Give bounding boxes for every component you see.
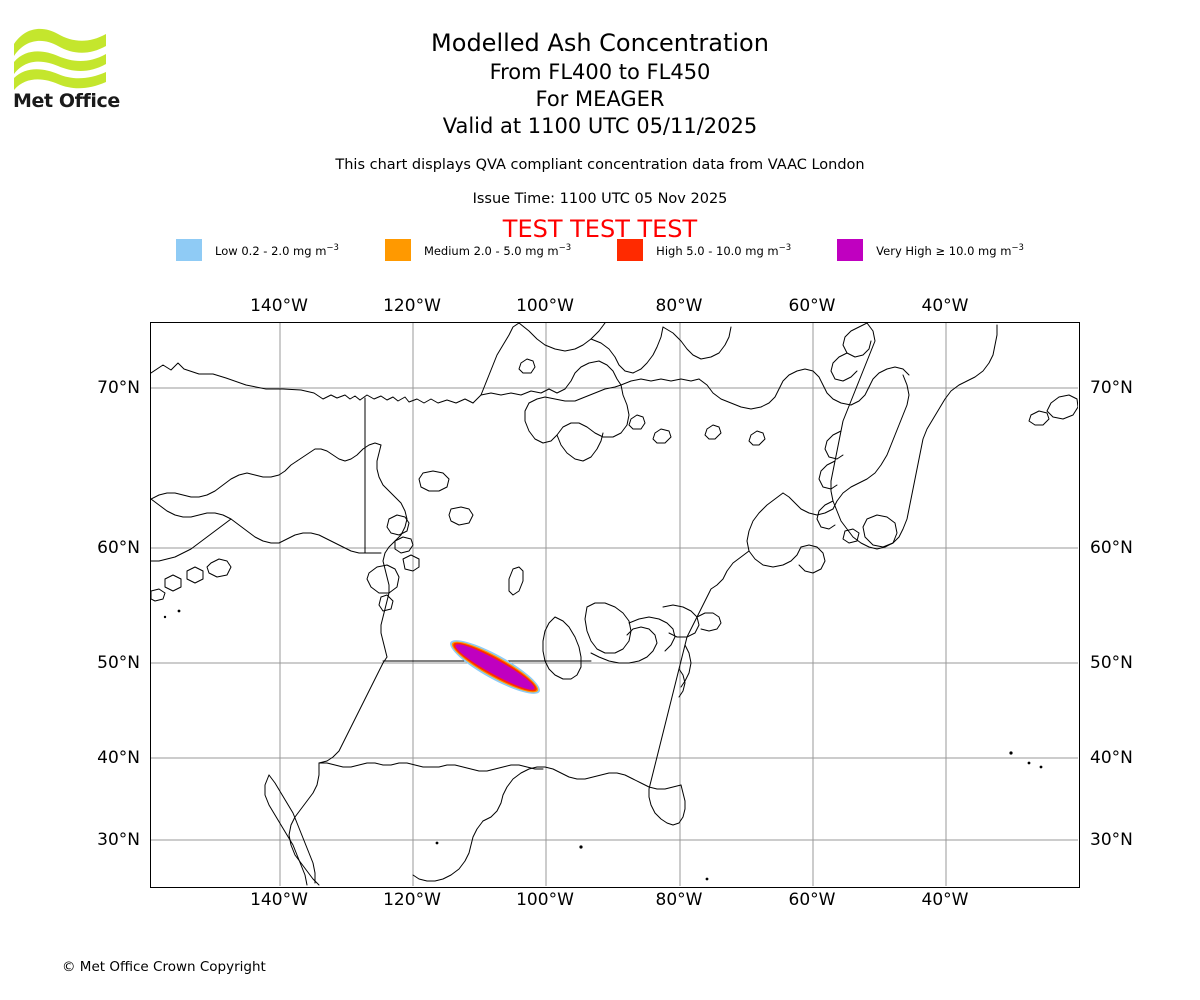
lon-tick-top--80: 80°W: [655, 296, 703, 316]
lon-tick-top--40: 40°W: [921, 296, 969, 316]
legend-label-medium: Medium 2.0 - 5.0 mg m−3: [423, 242, 572, 258]
lat-tick-right-30: 30°N: [1090, 830, 1133, 850]
legend-exponent-high: −3: [778, 242, 792, 253]
lat-tick-left-70: 70°N: [97, 378, 140, 398]
issue-time: Issue Time: 1100 UTC 05 Nov 2025: [472, 191, 728, 207]
lon-tick-bottom--120: 120°W: [383, 890, 441, 910]
legend-swatch-low: [176, 239, 203, 261]
map-canvas: [151, 323, 1078, 886]
legend-item-medium: Medium 2.0 - 5.0 mg m−3: [384, 239, 617, 261]
met-office-wordmark: Met Office: [13, 90, 120, 112]
lon-tick-top--60: 60°W: [788, 296, 836, 316]
lon-tick-top--140: 140°W: [250, 296, 308, 316]
legend-exponent-low: −3: [326, 242, 339, 253]
title-flight-levels: From FL400 to FL450: [489, 60, 711, 84]
legend-label-low: Low 0.2 - 2.0 mg m−3: [215, 242, 339, 258]
title-block: Modelled Ash Concentration From FL400 to…: [0, 28, 1200, 140]
lon-tick-bottom--40: 40°W: [921, 890, 969, 910]
coastlines: [151, 323, 1078, 886]
legend-label-very-high: Very High ≥ 10.0 mg m−3: [876, 242, 1024, 258]
lon-tick-bottom--80: 80°W: [655, 890, 703, 910]
lat-tick-left-40: 40°N: [97, 748, 140, 768]
ash-plume: [450, 640, 540, 694]
legend-item-very-high: Very High ≥ 10.0 mg m−3: [837, 239, 1024, 261]
graticule-grid: [151, 323, 1078, 886]
lat-tick-right-50: 50°N: [1090, 653, 1133, 673]
copyright-notice: © Met Office Crown Copyright: [62, 959, 266, 975]
lon-tick-top--120: 120°W: [383, 296, 441, 316]
title-volcano: For MEAGER: [535, 87, 665, 111]
lon-tick-top--100: 100°W: [516, 296, 574, 316]
lon-tick-bottom--60: 60°W: [788, 890, 836, 910]
lat-tick-right-70: 70°N: [1090, 378, 1133, 398]
chart-description: This chart displays QVA compliant concen…: [335, 157, 865, 173]
legend-swatch-high: [617, 239, 644, 261]
test-banner: TEST TEST TEST: [502, 215, 698, 243]
met-office-logo: Met Office: [12, 22, 122, 112]
legend-item-high: High 5.0 - 10.0 mg m−3: [617, 239, 837, 261]
lat-tick-left-60: 60°N: [97, 538, 140, 558]
met-office-waves-icon: [14, 28, 106, 90]
lat-tick-left-30: 30°N: [97, 830, 140, 850]
legend-exponent-very-high: −3: [1011, 242, 1024, 253]
legend-label-high: High 5.0 - 10.0 mg m−3: [656, 242, 792, 258]
lon-tick-bottom--140: 140°W: [250, 890, 308, 910]
page-title: Modelled Ash Concentration: [431, 29, 769, 57]
legend-item-low: Low 0.2 - 2.0 mg m−3: [176, 239, 385, 261]
legend-exponent-medium: −3: [558, 242, 572, 253]
lat-tick-right-60: 60°N: [1090, 538, 1133, 558]
lat-tick-right-40: 40°N: [1090, 748, 1133, 768]
title-valid-time: Valid at 1100 UTC 05/11/2025: [442, 114, 758, 138]
concentration-legend: Low 0.2 - 2.0 mg m−3 Medium 2.0 - 5.0 mg …: [0, 239, 1200, 261]
ash-concentration-map[interactable]: [150, 322, 1080, 888]
plume-very-high-band: [455, 644, 535, 690]
lon-tick-bottom--100: 100°W: [516, 890, 574, 910]
legend-swatch-medium: [384, 239, 411, 261]
legend-swatch-very-high: [837, 239, 864, 261]
lat-tick-left-50: 50°N: [97, 653, 140, 673]
